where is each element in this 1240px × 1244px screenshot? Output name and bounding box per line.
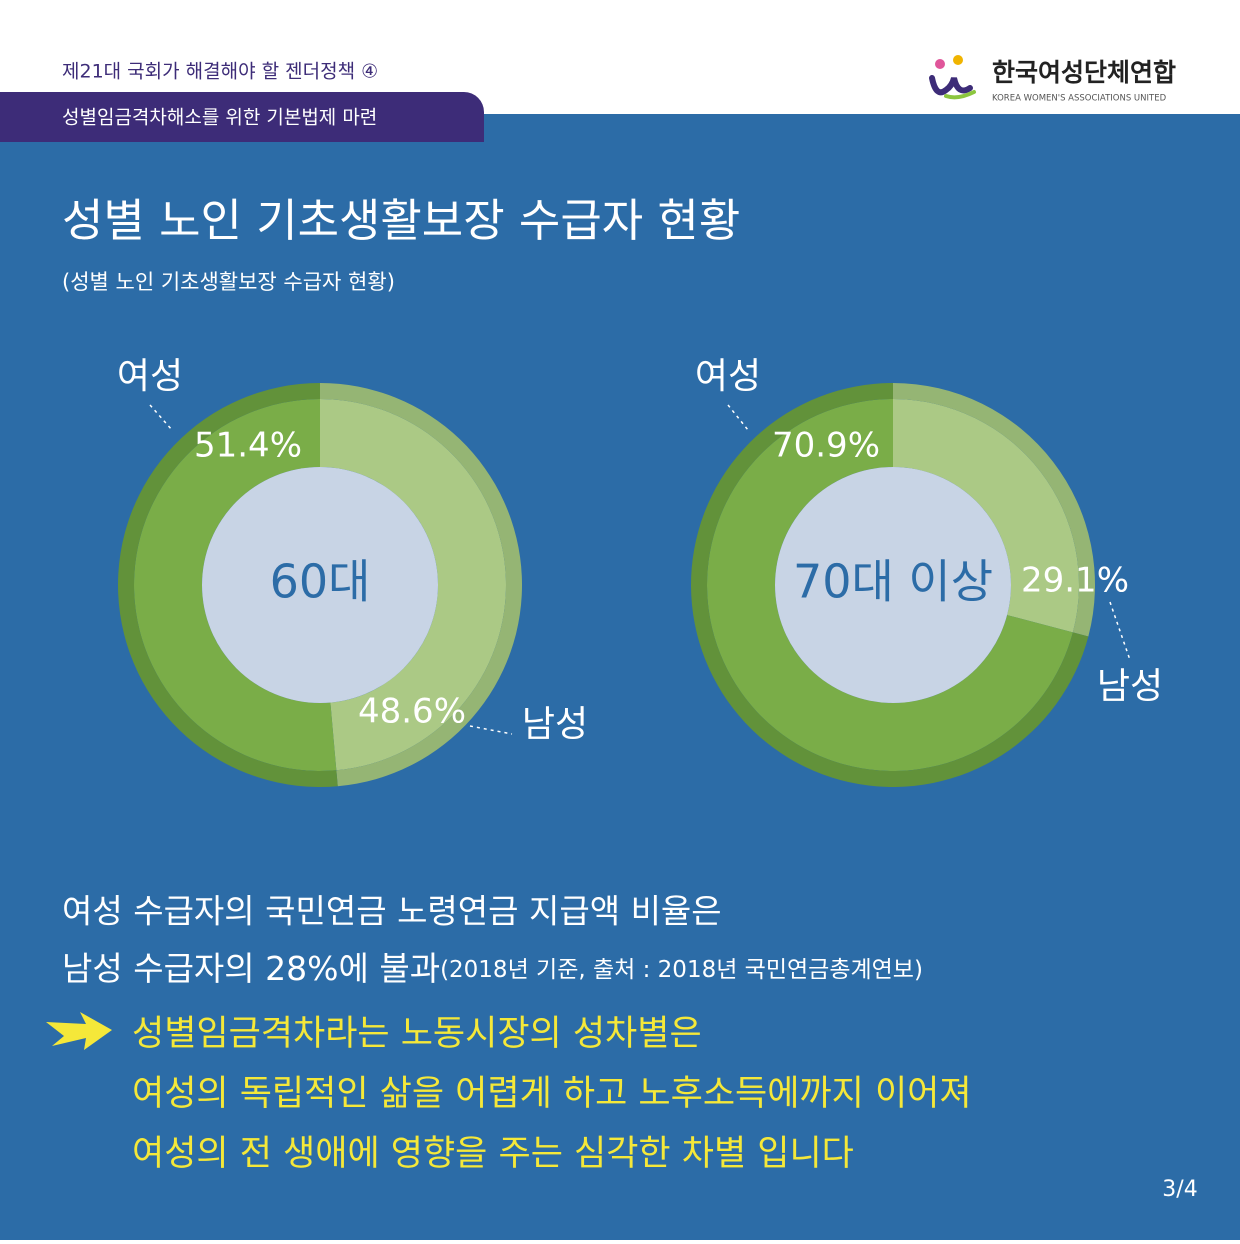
donut-segment [893, 399, 1079, 633]
series-title: 제21대 국회가 해결해야 할 젠더정책 ④ [62, 61, 378, 83]
subtitle-tab [0, 92, 484, 142]
value-label: 51.4% [194, 426, 302, 466]
category-label: 남성 [522, 704, 588, 745]
main-subtitle: (성별 노인 기초생활보장 수급자 현황) [62, 270, 395, 294]
header-subtitle: 성별임금격차해소를 위한 기본법제 마련 [62, 107, 377, 129]
leader-line [727, 404, 749, 431]
donut-hole [202, 467, 438, 703]
donut-segment [707, 399, 1073, 771]
donut-hole [775, 467, 1011, 703]
body-line: 남성 수급자의 28%에 불과(2018년 기준, 출처 : 2018년 국민연… [62, 949, 923, 988]
center-label: 70대 이상 [793, 555, 993, 609]
category-label: 여성 [695, 356, 761, 397]
logo-english: KOREA WOMEN'S ASSOCIATIONS UNITED [992, 94, 1167, 104]
arrow-icon [46, 1012, 112, 1050]
source-note: (2018년 기준, 출처 : 2018년 국민연금총계연보) [440, 957, 923, 983]
value-label: 48.6% [358, 692, 466, 732]
body-text: 남성 수급자의 28%에 불과 [62, 949, 440, 988]
main-title: 성별 노인 기초생활보장 수급자 현황 [62, 194, 740, 247]
leader-line [149, 404, 173, 431]
center-label: 60대 [270, 555, 371, 609]
page-number: 3/4 [1162, 1177, 1197, 1202]
body-line: 여성 수급자의 국민연금 노령연금 지급액 비율은 [62, 892, 722, 931]
highlight-line: 성별임금격차라는 노동시장의 성차별은 [132, 1014, 702, 1054]
logo-name: 한국여성단체연합 [992, 58, 1176, 87]
highlight-line: 여성의 독립적인 삶을 어렵게 하고 노후소득에까지 이어져 [132, 1074, 972, 1114]
category-label: 여성 [117, 356, 183, 397]
value-label: 70.9% [772, 426, 880, 466]
logo-icon [929, 55, 976, 100]
charts: 60대 여성 51.4% 남성 48.6% 70대 이상 여성 70.9% 남성 29.1% [117, 356, 1163, 787]
leader-line [1109, 601, 1131, 661]
category-label: 남성 [1097, 666, 1163, 707]
highlight-line: 여성의 전 생애에 영향을 주는 심각한 차별 입니다 [132, 1134, 854, 1174]
value-label: 29.1% [1021, 561, 1129, 601]
donut-segment [134, 399, 337, 771]
donut-segment [320, 399, 507, 771]
leader-line [469, 725, 513, 735]
